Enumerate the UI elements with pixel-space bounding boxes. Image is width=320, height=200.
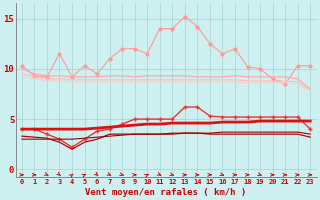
X-axis label: Vent moyen/en rafales ( km/h ): Vent moyen/en rafales ( km/h )	[85, 188, 247, 197]
